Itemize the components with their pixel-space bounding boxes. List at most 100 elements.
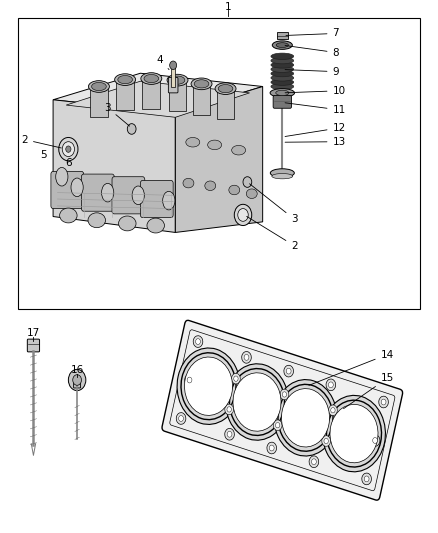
Circle shape	[362, 473, 371, 484]
Ellipse shape	[132, 186, 145, 205]
FancyBboxPatch shape	[141, 181, 173, 217]
Circle shape	[177, 348, 240, 424]
FancyBboxPatch shape	[168, 77, 178, 93]
Circle shape	[269, 445, 274, 451]
Text: 8: 8	[285, 45, 339, 58]
Ellipse shape	[270, 88, 294, 97]
Circle shape	[66, 146, 71, 152]
Circle shape	[324, 438, 328, 443]
Circle shape	[273, 420, 282, 431]
Ellipse shape	[271, 75, 293, 81]
Circle shape	[330, 405, 378, 463]
Circle shape	[233, 373, 281, 431]
Ellipse shape	[271, 66, 293, 72]
Bar	[217, 88, 234, 119]
Circle shape	[226, 364, 289, 440]
Circle shape	[59, 138, 78, 161]
Circle shape	[276, 423, 280, 428]
Circle shape	[322, 395, 385, 472]
Ellipse shape	[232, 146, 246, 155]
Text: 7: 7	[286, 28, 339, 38]
Circle shape	[232, 373, 240, 384]
Ellipse shape	[167, 74, 188, 86]
Circle shape	[373, 438, 378, 443]
Ellipse shape	[71, 178, 83, 197]
Ellipse shape	[271, 79, 293, 85]
Text: 11: 11	[285, 103, 346, 115]
Circle shape	[331, 408, 335, 413]
Circle shape	[311, 459, 316, 465]
Bar	[142, 78, 160, 109]
Text: 1: 1	[224, 2, 231, 12]
Ellipse shape	[246, 189, 257, 198]
Ellipse shape	[88, 80, 110, 92]
Circle shape	[286, 368, 291, 374]
Circle shape	[322, 435, 331, 446]
Circle shape	[227, 431, 232, 437]
Ellipse shape	[119, 216, 136, 231]
Text: 15: 15	[343, 374, 394, 409]
Circle shape	[267, 442, 276, 454]
FancyBboxPatch shape	[112, 177, 145, 214]
Ellipse shape	[271, 53, 293, 60]
Circle shape	[284, 365, 293, 377]
Ellipse shape	[162, 191, 175, 210]
Ellipse shape	[276, 43, 288, 47]
FancyBboxPatch shape	[162, 320, 403, 500]
Circle shape	[73, 375, 81, 385]
Ellipse shape	[60, 208, 77, 223]
Text: 13: 13	[285, 136, 346, 147]
Ellipse shape	[276, 90, 289, 95]
Circle shape	[244, 354, 249, 360]
Circle shape	[225, 404, 233, 415]
Bar	[277, 33, 288, 39]
Circle shape	[184, 357, 233, 415]
Circle shape	[187, 377, 192, 383]
Text: 6: 6	[65, 158, 72, 168]
Ellipse shape	[271, 83, 293, 90]
Circle shape	[381, 399, 386, 405]
Circle shape	[193, 336, 203, 348]
Circle shape	[280, 389, 289, 400]
Ellipse shape	[170, 76, 185, 84]
FancyBboxPatch shape	[273, 95, 291, 108]
FancyBboxPatch shape	[74, 378, 81, 388]
Text: 10: 10	[285, 86, 346, 96]
Ellipse shape	[102, 183, 114, 202]
FancyBboxPatch shape	[27, 339, 39, 352]
Ellipse shape	[208, 140, 222, 150]
Ellipse shape	[186, 138, 200, 147]
Ellipse shape	[115, 74, 136, 85]
Bar	[193, 84, 210, 115]
Circle shape	[379, 396, 389, 408]
Polygon shape	[175, 86, 263, 232]
Bar	[116, 79, 134, 110]
Circle shape	[68, 369, 86, 391]
Text: 3: 3	[250, 184, 298, 224]
Text: 9: 9	[285, 67, 339, 77]
Polygon shape	[53, 73, 263, 113]
Ellipse shape	[272, 41, 292, 50]
Circle shape	[225, 429, 234, 440]
Text: 14: 14	[309, 350, 394, 385]
Ellipse shape	[118, 76, 132, 84]
Circle shape	[127, 124, 136, 134]
Circle shape	[196, 338, 201, 344]
Circle shape	[282, 389, 329, 447]
Ellipse shape	[215, 83, 236, 94]
Ellipse shape	[194, 80, 209, 88]
Text: 17: 17	[27, 328, 40, 338]
Ellipse shape	[229, 185, 240, 195]
Ellipse shape	[141, 72, 162, 84]
Circle shape	[370, 434, 380, 446]
Text: 12: 12	[285, 123, 346, 136]
Polygon shape	[66, 81, 250, 117]
Text: 2: 2	[21, 134, 61, 148]
Circle shape	[234, 204, 252, 225]
Circle shape	[328, 382, 333, 388]
Circle shape	[326, 379, 336, 391]
Circle shape	[238, 208, 248, 221]
Circle shape	[185, 374, 194, 386]
Circle shape	[176, 413, 186, 424]
Text: 4: 4	[157, 55, 169, 70]
